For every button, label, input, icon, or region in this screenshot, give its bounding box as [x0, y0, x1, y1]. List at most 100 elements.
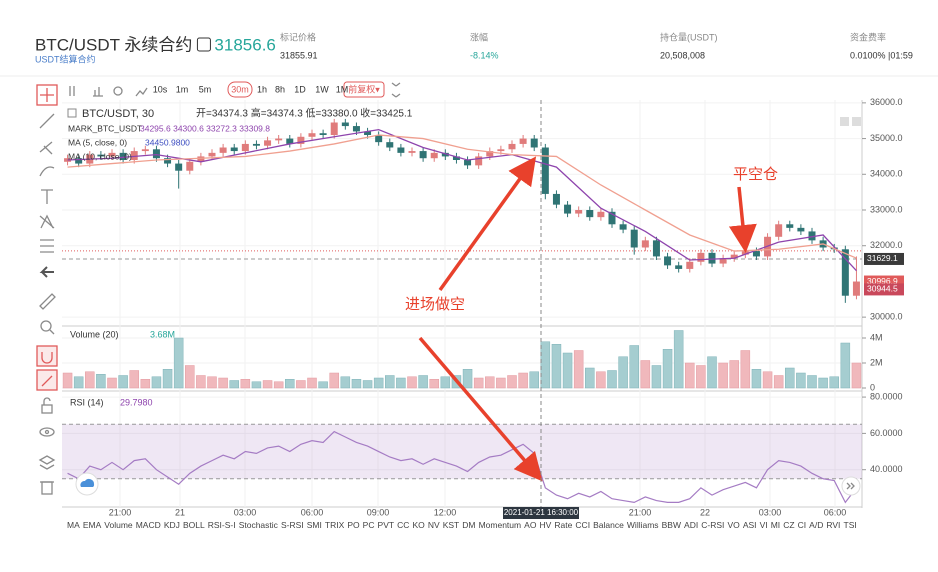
- y-tick-label: 30000.0: [870, 312, 903, 322]
- interval-button[interactable]: 30m: [231, 84, 249, 94]
- interval-button[interactable]: 1W: [315, 84, 329, 94]
- annotation: 平空仓: [733, 166, 778, 183]
- indicator[interactable]: KST: [442, 520, 460, 530]
- indicator[interactable]: TRIX: [324, 520, 345, 530]
- indicator[interactable]: SMI: [306, 520, 322, 530]
- volume-bar: [96, 374, 106, 389]
- volume-bar: [429, 379, 439, 389]
- volume-bar: [629, 345, 639, 389]
- volume-bar: [185, 365, 195, 389]
- indicator[interactable]: Rate: [554, 520, 573, 530]
- volume-bar: [385, 375, 395, 389]
- candle-body: [219, 147, 227, 153]
- indicator[interactable]: CZ: [783, 520, 795, 530]
- candle-body: [497, 149, 505, 152]
- candle-body: [341, 122, 349, 127]
- interval-button[interactable]: 8h: [275, 84, 285, 94]
- stat-label: 标记价格: [280, 31, 316, 42]
- volume-bar: [318, 381, 328, 389]
- candle-body: [119, 152, 127, 160]
- indicator[interactable]: S-RSI: [280, 520, 304, 530]
- volume-title: Volume (20): [70, 329, 119, 339]
- indicator[interactable]: TSI: [843, 520, 857, 530]
- rsi-value: 29.7980: [120, 397, 153, 407]
- candle-body: [530, 138, 538, 148]
- indicator[interactable]: EMA: [82, 520, 102, 530]
- indicator[interactable]: DM: [462, 520, 476, 530]
- indicator[interactable]: CCI: [575, 520, 591, 530]
- candle-body: [697, 252, 705, 262]
- indicator[interactable]: MACD: [135, 520, 161, 530]
- interval-button[interactable]: 1M: [336, 84, 349, 94]
- pane-button[interactable]: [840, 117, 849, 126]
- time-label: 21:00: [629, 507, 652, 517]
- symbol: BTC/USDT 永续合约: [35, 35, 192, 54]
- volume-bar: [707, 356, 717, 389]
- arrow: [438, 156, 537, 292]
- indicator[interactable]: MA: [67, 520, 80, 530]
- indicator[interactable]: BOLL: [182, 520, 205, 530]
- ma-line: [67, 134, 857, 259]
- y-tick-label: 2M: [870, 357, 883, 367]
- indicator[interactable]: ADI: [684, 520, 699, 530]
- volume-bar: [196, 375, 206, 389]
- volume-bar: [662, 349, 673, 389]
- indicator[interactable]: RVI: [826, 520, 841, 530]
- indicator[interactable]: C-RSI: [701, 520, 725, 530]
- volume-bar: [640, 360, 651, 389]
- collapse-icon[interactable]: [67, 108, 77, 118]
- adjust-button[interactable]: 前复权▾: [348, 83, 380, 94]
- indicator[interactable]: ASI: [742, 520, 757, 530]
- volume-bar: [807, 375, 817, 389]
- volume-bar: [118, 375, 128, 389]
- interval-button[interactable]: 1m: [176, 84, 189, 94]
- indicator[interactable]: MI: [770, 520, 781, 530]
- indicator[interactable]: NV: [427, 520, 440, 530]
- candle-body: [664, 256, 672, 266]
- indicator[interactable]: RSI-S-I: [207, 520, 236, 530]
- pane-button[interactable]: [852, 117, 861, 126]
- indicator[interactable]: PVT: [377, 520, 395, 530]
- volume-bar: [540, 341, 551, 389]
- indicator[interactable]: Volume: [104, 520, 133, 530]
- indicator[interactable]: Williams: [626, 520, 659, 530]
- indicator[interactable]: AO: [524, 520, 537, 530]
- candle-body: [475, 156, 483, 166]
- indicator[interactable]: HV: [539, 520, 552, 530]
- indicator[interactable]: Stochastic: [238, 520, 278, 530]
- dropdown[interactable]: [196, 37, 211, 52]
- indicator[interactable]: BBW: [661, 520, 681, 530]
- indicator[interactable]: CC: [397, 520, 410, 530]
- candle-body: [241, 143, 249, 152]
- candle-body: [686, 261, 694, 269]
- indicator[interactable]: Balance: [593, 520, 624, 530]
- indicator[interactable]: CI: [797, 520, 807, 530]
- indicator[interactable]: PC: [362, 520, 375, 530]
- candle-body: [752, 251, 760, 257]
- candle-body: [464, 160, 472, 166]
- volume-bar: [773, 375, 784, 389]
- time-label: 03:00: [234, 507, 257, 517]
- volume-bar: [73, 376, 84, 389]
- volume-bar: [851, 362, 862, 389]
- candle-body: [808, 231, 816, 241]
- interval-button[interactable]: 10s: [153, 84, 168, 94]
- arrow: [418, 336, 543, 482]
- indicator[interactable]: VI: [759, 520, 768, 530]
- indicator[interactable]: KDJ: [163, 520, 180, 530]
- volume-bar: [462, 369, 473, 389]
- scroll-button[interactable]: [841, 476, 861, 496]
- indicator[interactable]: A/D: [809, 520, 824, 530]
- volume-bar: [162, 369, 173, 389]
- interval-button[interactable]: 1D: [294, 84, 306, 94]
- stat-label: 资金费率: [850, 31, 886, 42]
- volume-bar: [585, 367, 595, 389]
- indicator[interactable]: KO: [412, 520, 425, 530]
- indicator[interactable]: Momentum: [478, 520, 522, 530]
- indicator[interactable]: PO: [347, 520, 360, 530]
- y-tick-label: 80.0000: [870, 391, 903, 401]
- indicator[interactable]: VO: [727, 520, 740, 530]
- interval-button[interactable]: 5m: [199, 84, 212, 94]
- interval-button[interactable]: 1h: [257, 84, 267, 94]
